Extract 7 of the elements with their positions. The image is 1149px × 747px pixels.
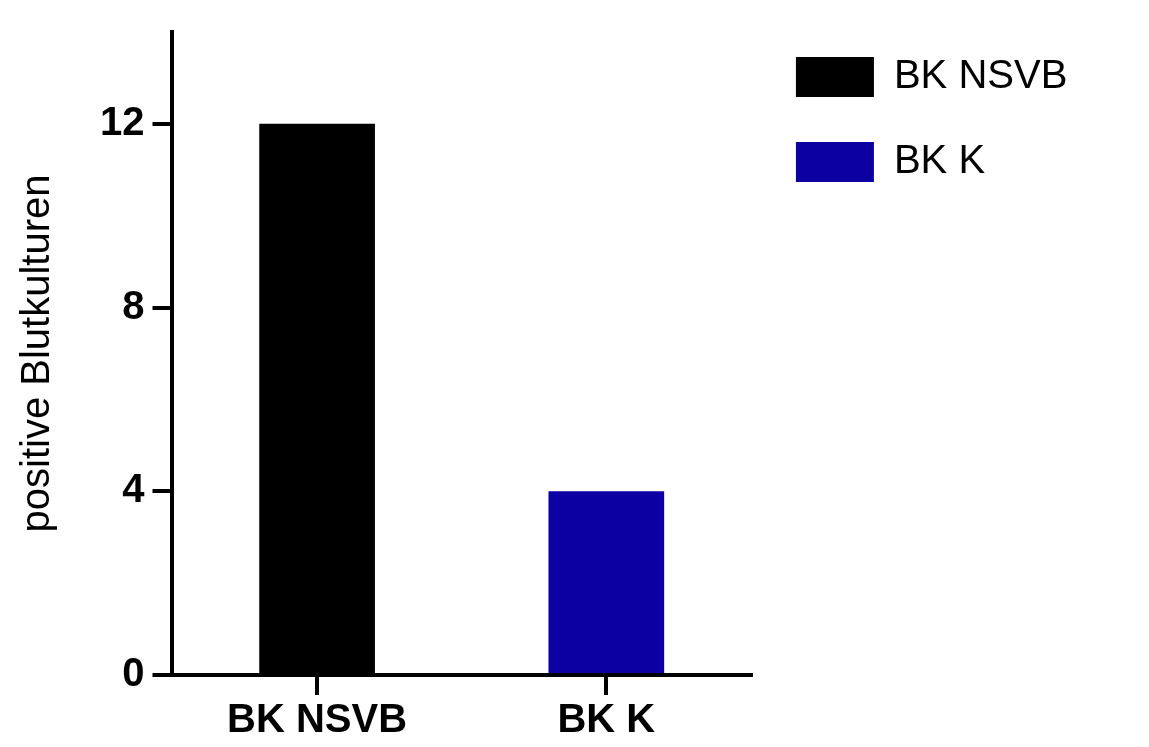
y-tick-label: 12 — [99, 98, 145, 143]
legend-label: BK K — [893, 137, 1052, 182]
y-tick-label: 8 — [122, 282, 145, 327]
y-axis-title: positive Blutkulturen — [13, 174, 58, 533]
y-tick-label: 0 — [122, 650, 145, 695]
y-tick-label: 4 — [122, 466, 146, 511]
legend-label: BK NSVB — [893, 52, 1134, 97]
